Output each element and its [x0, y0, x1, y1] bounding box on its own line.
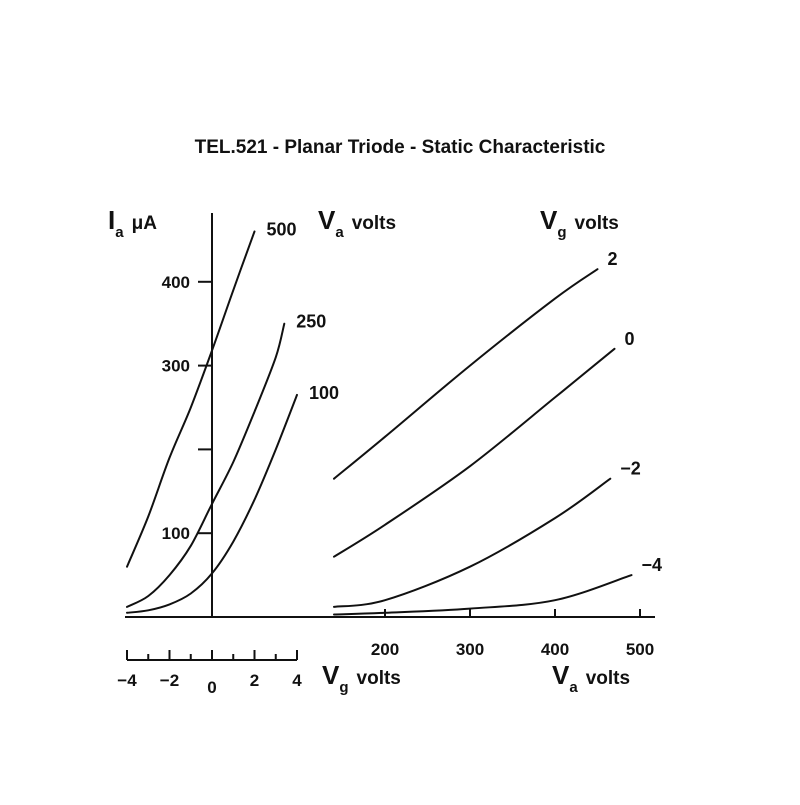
va-curve-label: 500 [267, 220, 297, 240]
vg-curve-label: 0 [625, 329, 635, 349]
va-x-tick-label: 400 [541, 640, 569, 659]
vg-curve-label: −2 [620, 459, 641, 479]
vg-x-tick-label: 4 [292, 671, 302, 690]
va-curve-100 [126, 393, 298, 614]
va-x-axis-label: Va volts [552, 660, 630, 696]
va-x-tick-label: 200 [371, 640, 399, 659]
va-curve-label: 100 [309, 383, 339, 403]
chart-title: TEL.521 - Planar Triode - Static Charact… [195, 137, 606, 158]
vg-curve-label: 2 [608, 249, 618, 269]
va-x-tick-label: 300 [456, 640, 484, 659]
vg-curve [333, 477, 612, 608]
y-tick-label: 300 [162, 357, 190, 376]
va-curve-500 [126, 230, 256, 568]
y-tick-label: 400 [162, 273, 190, 292]
vg-curve [333, 574, 633, 616]
va-curve-label: 250 [296, 312, 326, 332]
y-axis-label: Ia μA [108, 205, 157, 241]
va-x-tick-label: 500 [626, 640, 654, 659]
vg-x-axis-label: Vg volts [322, 660, 401, 696]
va-curve-250 [126, 322, 286, 608]
vg-x-tick-label: 2 [250, 671, 259, 690]
vg-x-tick-label: −4 [117, 671, 137, 690]
axes-layer [125, 213, 655, 661]
vg-curve [333, 347, 616, 558]
vg-legend-header: Vg volts [540, 205, 619, 241]
va-legend-header: Va volts [318, 205, 396, 241]
vg-x-tick-label: 0 [207, 678, 216, 697]
y-tick-label: 100 [162, 524, 190, 543]
vg-curve-label: −4 [642, 555, 663, 575]
vg-x-tick-label: −2 [160, 671, 179, 690]
curves-layer [126, 230, 633, 616]
vg-curve [333, 268, 599, 480]
